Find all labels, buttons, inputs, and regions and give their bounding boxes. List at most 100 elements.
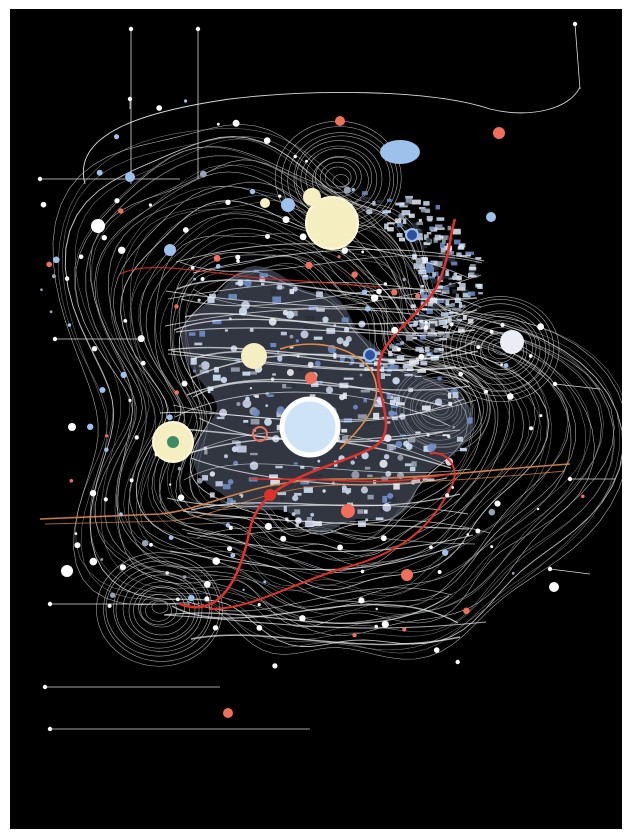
node-dot bbox=[175, 597, 180, 602]
node-dot bbox=[418, 353, 425, 360]
mosaic-tile bbox=[418, 218, 422, 223]
mosaic-dot bbox=[265, 404, 269, 407]
mosaic-tile bbox=[342, 392, 347, 399]
swirl-contour bbox=[456, 310, 547, 391]
mosaic-tile bbox=[283, 329, 288, 333]
mosaic-tile bbox=[442, 235, 449, 241]
inner-line bbox=[163, 595, 450, 625]
node-dot bbox=[104, 447, 109, 452]
node-dot bbox=[100, 558, 104, 561]
contour-line bbox=[73, 146, 604, 628]
swirl-contour bbox=[96, 552, 223, 667]
mosaic-tile bbox=[436, 227, 445, 230]
mosaic-tile bbox=[458, 301, 463, 308]
contour-line bbox=[171, 254, 496, 552]
mosaic-tile bbox=[445, 270, 449, 276]
mosaic-tile bbox=[269, 474, 278, 479]
contour-line bbox=[85, 155, 602, 624]
mosaic-tile bbox=[440, 286, 450, 290]
node-dot bbox=[190, 266, 195, 270]
mosaic-tile bbox=[390, 362, 395, 367]
mosaic-tile bbox=[419, 348, 425, 353]
mosaic-tile bbox=[416, 221, 423, 225]
node-dot bbox=[51, 274, 56, 279]
mosaic-tile bbox=[393, 396, 401, 404]
mosaic-dot bbox=[249, 387, 253, 390]
mosaic-tile bbox=[423, 328, 428, 333]
accent-dot bbox=[493, 127, 505, 139]
mosaic-tile bbox=[407, 438, 416, 443]
mosaic-tile bbox=[414, 237, 423, 241]
mosaic-dot bbox=[383, 454, 390, 460]
mosaic-tile bbox=[433, 348, 438, 353]
node-dot bbox=[200, 277, 205, 281]
mosaic-tile bbox=[440, 242, 445, 249]
mosaic-tile bbox=[391, 417, 398, 421]
node-dot bbox=[458, 371, 464, 377]
mosaic-tile bbox=[373, 412, 380, 420]
mosaic-tile bbox=[426, 261, 433, 268]
mosaic-tile bbox=[305, 520, 315, 527]
mosaic-tile bbox=[361, 197, 371, 200]
mosaic-tile bbox=[400, 341, 404, 345]
moon-circle bbox=[279, 396, 341, 458]
node-dot bbox=[168, 535, 174, 540]
mosaic-tile bbox=[303, 486, 313, 493]
accent-dot bbox=[341, 504, 355, 518]
mosaic-tile bbox=[413, 263, 422, 269]
mosaic-tile bbox=[396, 223, 403, 228]
mosaic-body bbox=[181, 191, 483, 533]
mosaic-dot bbox=[292, 495, 299, 502]
mosaic-tile bbox=[230, 367, 240, 372]
mosaic-tile bbox=[391, 346, 398, 352]
contour-line bbox=[129, 208, 540, 583]
mosaic-tile bbox=[250, 452, 258, 456]
mosaic-tile bbox=[367, 494, 374, 500]
inner-line bbox=[184, 312, 476, 334]
mosaic-tile bbox=[369, 505, 377, 509]
swirl-contour bbox=[324, 166, 352, 189]
mosaic-tile bbox=[469, 272, 475, 277]
mosaic-dot bbox=[437, 376, 442, 381]
mosaic-tile bbox=[422, 277, 427, 280]
mosaic-dot bbox=[353, 404, 358, 410]
mosaic-tile bbox=[411, 336, 418, 340]
node-dot bbox=[242, 588, 245, 591]
inner-line bbox=[179, 255, 483, 272]
mosaic-tile bbox=[386, 444, 397, 450]
swirl-contour bbox=[145, 599, 172, 622]
red-path bbox=[119, 266, 381, 288]
mosaic-tile bbox=[271, 288, 276, 294]
mosaic-tile bbox=[382, 210, 391, 214]
mosaic-tile bbox=[277, 284, 283, 290]
node-dot bbox=[137, 335, 145, 343]
inner-line bbox=[190, 353, 470, 383]
mosaic-tile bbox=[461, 289, 469, 294]
swirl-contour bbox=[133, 585, 190, 636]
mosaic-tile bbox=[421, 405, 431, 411]
mosaic-tile bbox=[405, 335, 414, 341]
mosaic-tile bbox=[454, 297, 461, 303]
node-dot bbox=[101, 235, 108, 241]
node-dot bbox=[494, 500, 501, 507]
node-dot bbox=[391, 289, 398, 296]
mosaic-tile bbox=[341, 317, 349, 323]
inner-line bbox=[169, 542, 465, 571]
mosaic-dot bbox=[295, 523, 299, 528]
mosaic-tile bbox=[275, 465, 283, 469]
node-dot bbox=[230, 552, 236, 558]
accent-dot bbox=[91, 219, 105, 233]
mosaic-tile bbox=[389, 399, 396, 405]
mosaic-dot bbox=[322, 316, 329, 323]
mosaic-tile bbox=[236, 445, 247, 453]
mosaic-tile bbox=[418, 314, 426, 320]
mosaic-tile bbox=[376, 200, 384, 203]
mosaic-tile bbox=[417, 369, 427, 373]
mosaic-dot bbox=[224, 454, 228, 459]
node-dot bbox=[375, 607, 378, 611]
swirl-contour bbox=[122, 574, 200, 643]
mosaic-tile bbox=[477, 284, 483, 289]
node-dot bbox=[156, 105, 163, 111]
node-dot bbox=[475, 528, 481, 534]
mosaic-tile bbox=[294, 509, 301, 515]
